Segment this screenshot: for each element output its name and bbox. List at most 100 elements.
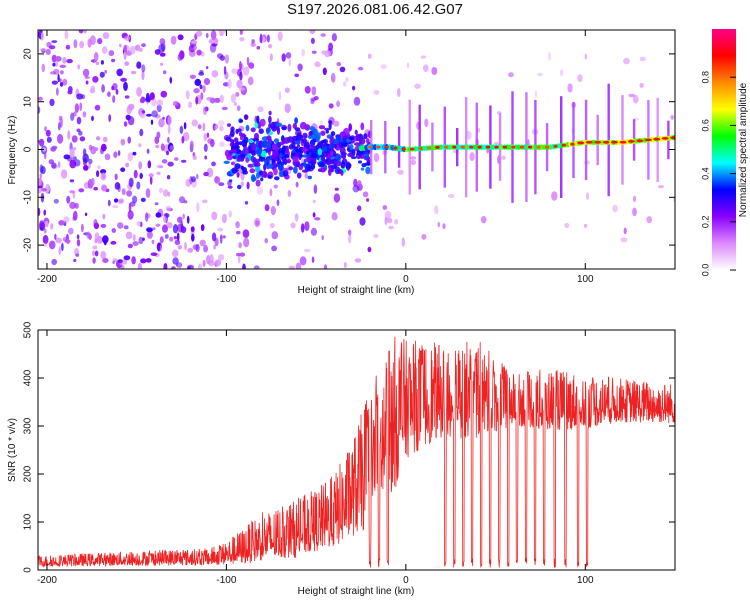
noise-cell bbox=[322, 67, 327, 76]
noise-cell bbox=[632, 94, 639, 104]
noise-cell bbox=[310, 37, 315, 45]
noise-cell bbox=[125, 114, 131, 121]
spectrogram-x-ticks: -200 -100 0 100 bbox=[37, 30, 594, 285]
turbulence-cell bbox=[234, 137, 239, 143]
noise-cell bbox=[584, 53, 588, 60]
noise-cell bbox=[93, 186, 99, 191]
noise-cell bbox=[162, 189, 169, 197]
noise-cell bbox=[78, 188, 85, 193]
turbulence-cell bbox=[245, 124, 250, 132]
noise-cell bbox=[132, 234, 136, 242]
noise-cell bbox=[161, 159, 168, 164]
turbulence-cell bbox=[294, 151, 300, 158]
noise-cell bbox=[151, 239, 155, 244]
noise-cell bbox=[151, 98, 157, 107]
noise-cell bbox=[281, 53, 286, 62]
y-tick-label: 0 bbox=[23, 146, 34, 152]
noise-cell bbox=[382, 205, 388, 210]
noise-cell bbox=[75, 253, 80, 257]
noise-cell bbox=[102, 258, 109, 263]
noise-cell bbox=[206, 132, 210, 138]
noise-cell bbox=[59, 64, 67, 69]
noise-cell bbox=[62, 56, 67, 64]
noise-cell bbox=[209, 43, 217, 53]
noise-cell bbox=[59, 70, 64, 75]
noise-cell bbox=[203, 77, 211, 86]
noise-cell bbox=[155, 144, 160, 149]
ridge-core-cell bbox=[670, 136, 675, 140]
noise-cell bbox=[148, 173, 154, 178]
turbulence-cell bbox=[317, 161, 325, 168]
noise-cell bbox=[85, 80, 89, 85]
noise-cell bbox=[93, 52, 99, 62]
turbulence-cell bbox=[354, 142, 361, 146]
turbulence-cell bbox=[345, 162, 352, 169]
noise-cell bbox=[45, 48, 51, 56]
noise-cell bbox=[154, 202, 159, 206]
ridge-core-cell bbox=[409, 147, 415, 151]
noise-cell bbox=[373, 90, 380, 95]
noise-cell bbox=[394, 219, 399, 225]
noise-cell bbox=[94, 250, 99, 257]
noise-cell bbox=[69, 179, 75, 183]
turbulence-cell bbox=[310, 163, 316, 170]
noise-cell bbox=[612, 204, 618, 213]
noise-cell bbox=[95, 136, 101, 141]
noise-cell bbox=[170, 35, 177, 45]
x-tick-label: 0 bbox=[403, 575, 409, 586]
noise-cell bbox=[118, 43, 122, 48]
noise-cell bbox=[196, 173, 199, 180]
noise-cell bbox=[120, 167, 126, 172]
noise-cell bbox=[294, 213, 299, 222]
turbulence-cell bbox=[330, 141, 335, 149]
noise-cell bbox=[94, 104, 101, 111]
turbulence-cell bbox=[255, 179, 261, 187]
noise-cell bbox=[100, 143, 107, 152]
turbulence-cell bbox=[227, 123, 231, 127]
x-tick-label: 100 bbox=[577, 274, 594, 285]
turbulence-cell bbox=[274, 176, 280, 181]
snr-y-ticks: 0 100 200 300 400 500 bbox=[23, 321, 675, 573]
y-tick-label: -20 bbox=[23, 237, 34, 252]
noise-cell bbox=[191, 233, 195, 242]
turbulence-cell bbox=[245, 157, 250, 163]
noise-cell bbox=[74, 159, 81, 167]
noise-cell bbox=[145, 92, 150, 102]
noise-cell bbox=[118, 198, 125, 204]
turbulence-cell bbox=[320, 167, 326, 173]
noise-cell bbox=[131, 256, 136, 265]
noise-cell bbox=[331, 33, 337, 42]
noise-cell bbox=[181, 159, 187, 163]
noise-cell bbox=[91, 177, 95, 186]
spectrogram-y-ticks: -20 -10 0 10 20 bbox=[23, 48, 675, 252]
snr-y-label: SNR (10 * v/v) bbox=[7, 418, 18, 482]
noise-cell bbox=[639, 83, 644, 88]
noise-cell bbox=[167, 136, 170, 144]
noise-cell bbox=[117, 150, 121, 156]
turbulence-cell bbox=[302, 169, 309, 173]
turbulence-cell bbox=[309, 139, 316, 147]
noise-cell bbox=[208, 39, 216, 44]
noise-cell bbox=[632, 207, 637, 217]
noise-cell bbox=[165, 205, 172, 212]
noise-cell bbox=[256, 45, 261, 50]
noise-cell bbox=[182, 213, 185, 220]
noise-cell bbox=[38, 185, 43, 189]
noise-cell bbox=[202, 259, 206, 268]
noise-cell bbox=[214, 176, 219, 183]
noise-cell bbox=[141, 43, 146, 48]
noise-cell bbox=[211, 161, 216, 167]
turbulence-cell bbox=[320, 139, 327, 144]
turbulence-cell bbox=[260, 170, 268, 178]
noise-cell bbox=[99, 71, 105, 78]
noise-cell bbox=[284, 87, 290, 93]
turbulence-cell bbox=[235, 128, 239, 134]
noise-cell bbox=[214, 97, 221, 103]
noise-cell bbox=[409, 156, 417, 160]
turbulence-cell bbox=[258, 156, 266, 162]
turbulence-cell bbox=[255, 165, 261, 173]
noise-cell bbox=[339, 66, 346, 73]
noise-cell bbox=[43, 243, 47, 247]
noise-cell bbox=[333, 193, 341, 203]
noise-cell bbox=[57, 133, 64, 144]
